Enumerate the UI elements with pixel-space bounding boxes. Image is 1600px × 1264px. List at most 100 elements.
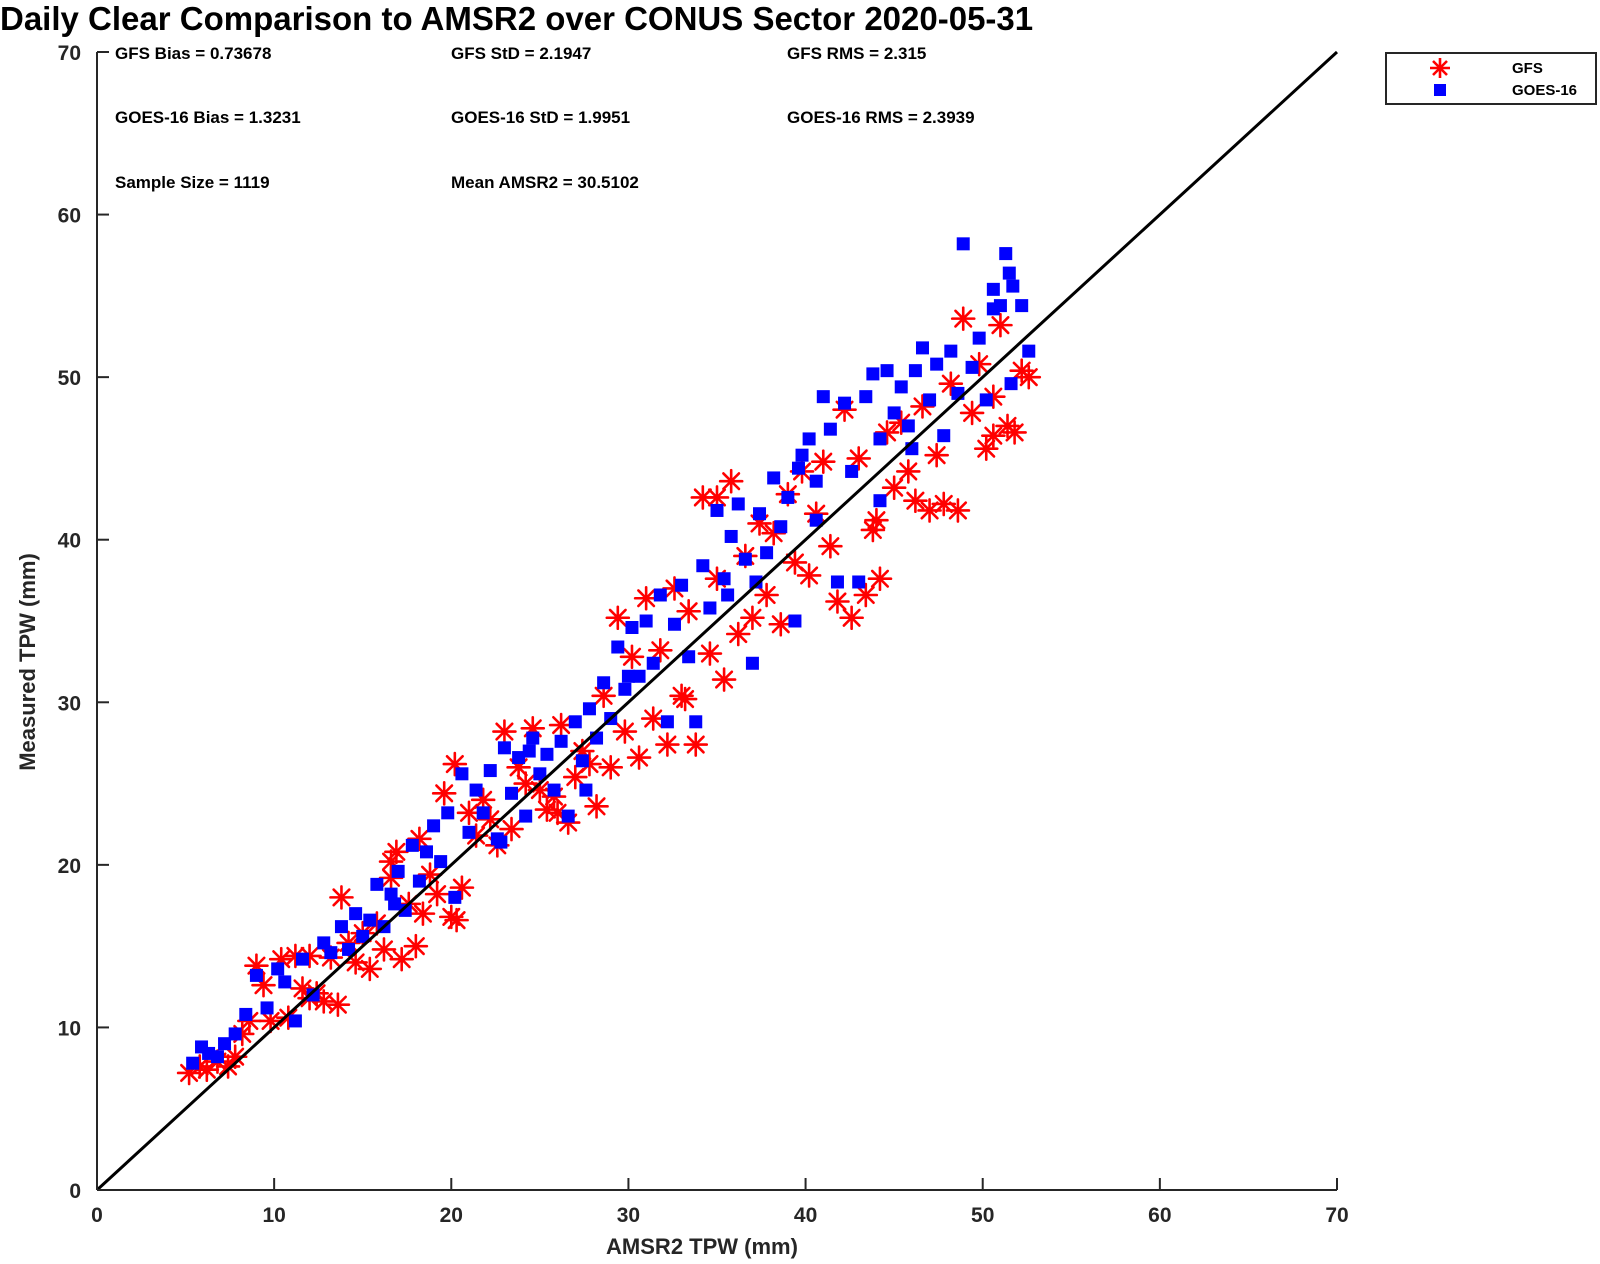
gfs-point — [683, 732, 709, 757]
axes — [96, 52, 1337, 1191]
goes16-point — [791, 461, 805, 475]
goes16-point — [554, 734, 568, 748]
goes16-point — [210, 1050, 224, 1064]
legend-box — [1385, 52, 1597, 105]
goes16-point — [816, 390, 830, 404]
gfs-point — [605, 605, 631, 631]
stat-gfs-rms: GFS RMS = 2.315 — [787, 44, 926, 63]
x-tick-label: 50 — [971, 1204, 994, 1227]
legend-label-gfs: GFS — [1512, 60, 1543, 77]
goes16-point — [419, 845, 433, 859]
stat-gfs-bias: GFS Bias = 0.73678 — [115, 44, 271, 63]
goes16-point — [767, 471, 781, 485]
x-tick-label: 70 — [1325, 1204, 1348, 1227]
goes16-point — [717, 572, 731, 586]
gfs-point — [444, 907, 469, 933]
goes16-point — [363, 913, 377, 927]
gfs-point — [924, 442, 949, 468]
gfs-point — [499, 816, 524, 842]
gfs-point — [633, 585, 659, 611]
goes16-point — [830, 575, 844, 589]
goes16-point — [356, 929, 370, 943]
gfs-point — [864, 507, 889, 533]
gfs-point — [810, 449, 836, 474]
x-tick-label: 30 — [617, 1204, 640, 1227]
gfs-point — [725, 621, 751, 647]
goes16-point — [660, 715, 674, 729]
gfs-point — [591, 683, 616, 709]
goes16-point — [384, 887, 398, 901]
gfs-point — [655, 732, 680, 757]
goes16-point — [288, 1014, 302, 1028]
x-tick-label: 40 — [794, 1204, 817, 1227]
y-tick-label: 0 — [69, 1180, 81, 1203]
goes16-point — [753, 507, 767, 521]
gfs-point — [818, 533, 843, 559]
goes16-point — [519, 809, 533, 823]
ticks: 0 10 20 30 40 50 60 70 0 10 20 30 40 50 60 70 — [58, 42, 1349, 1227]
goes16-point — [278, 975, 292, 989]
goes16-point — [859, 390, 873, 404]
goes16-point — [625, 621, 639, 635]
goes16-point — [653, 588, 667, 602]
goes16-point — [494, 835, 508, 849]
goes16-point — [455, 767, 469, 781]
goes16-point — [667, 617, 681, 631]
x-axis-label: AMSR2 TPW (mm) — [606, 1234, 798, 1259]
reference-line-layer — [95, 50, 1339, 1192]
gfs-point — [325, 992, 351, 1017]
gfs-point — [981, 423, 1006, 448]
goes16-point — [930, 357, 944, 371]
gfs-point — [194, 1057, 220, 1082]
gfs-point — [640, 706, 666, 731]
goes16-point — [721, 588, 735, 602]
x-tick-label: 60 — [1148, 1204, 1171, 1227]
y-tick-label: 60 — [58, 205, 81, 228]
gfs-point — [470, 787, 496, 813]
goes16-point — [745, 656, 759, 670]
goes16-point — [880, 364, 894, 378]
goes16-point — [689, 715, 703, 729]
goes16-point — [738, 552, 752, 566]
goes16-point — [388, 897, 402, 911]
goes16-point — [809, 474, 823, 488]
gfs-point — [881, 475, 907, 500]
y-tick-label: 50 — [58, 367, 81, 390]
goes16-point — [505, 786, 519, 800]
gfs-point — [407, 826, 432, 852]
goes16-point — [1006, 279, 1020, 293]
goes16-point — [561, 809, 575, 823]
gfs-point — [754, 582, 779, 608]
goes16-point — [632, 669, 646, 683]
goes16-point — [852, 575, 866, 589]
gfs-point — [676, 598, 701, 624]
goes16-point — [944, 344, 958, 358]
goes16-point — [476, 806, 490, 820]
goes16-point — [956, 237, 970, 251]
goes16-point — [760, 546, 774, 560]
goes16-point — [781, 490, 795, 504]
goes16-point — [434, 855, 448, 869]
goes16-point — [412, 874, 426, 888]
goes16-point — [866, 367, 880, 381]
goes16-point — [526, 731, 540, 745]
goes16-point — [218, 1037, 232, 1051]
goes16-point — [703, 601, 717, 615]
goes16-point — [568, 715, 582, 729]
y-axis-label: Measured TPW (mm) — [15, 553, 40, 771]
stat-goes-rms: GOES-16 RMS = 2.3939 — [787, 108, 975, 127]
goes16-point — [731, 497, 745, 511]
gfs-point — [867, 566, 893, 592]
gfs-point — [896, 459, 921, 484]
goes16-point — [483, 764, 497, 778]
gfs-point — [329, 885, 354, 910]
goes16-point — [611, 640, 625, 654]
gfs-point — [492, 719, 517, 744]
gfs-point — [1016, 364, 1042, 390]
y-tick-label: 10 — [58, 1017, 81, 1040]
goes16-point — [398, 903, 412, 917]
gfs-point — [825, 589, 850, 614]
goes16-point — [838, 396, 852, 410]
goes16-point — [462, 825, 476, 839]
one-to-one-line — [95, 50, 1339, 1192]
